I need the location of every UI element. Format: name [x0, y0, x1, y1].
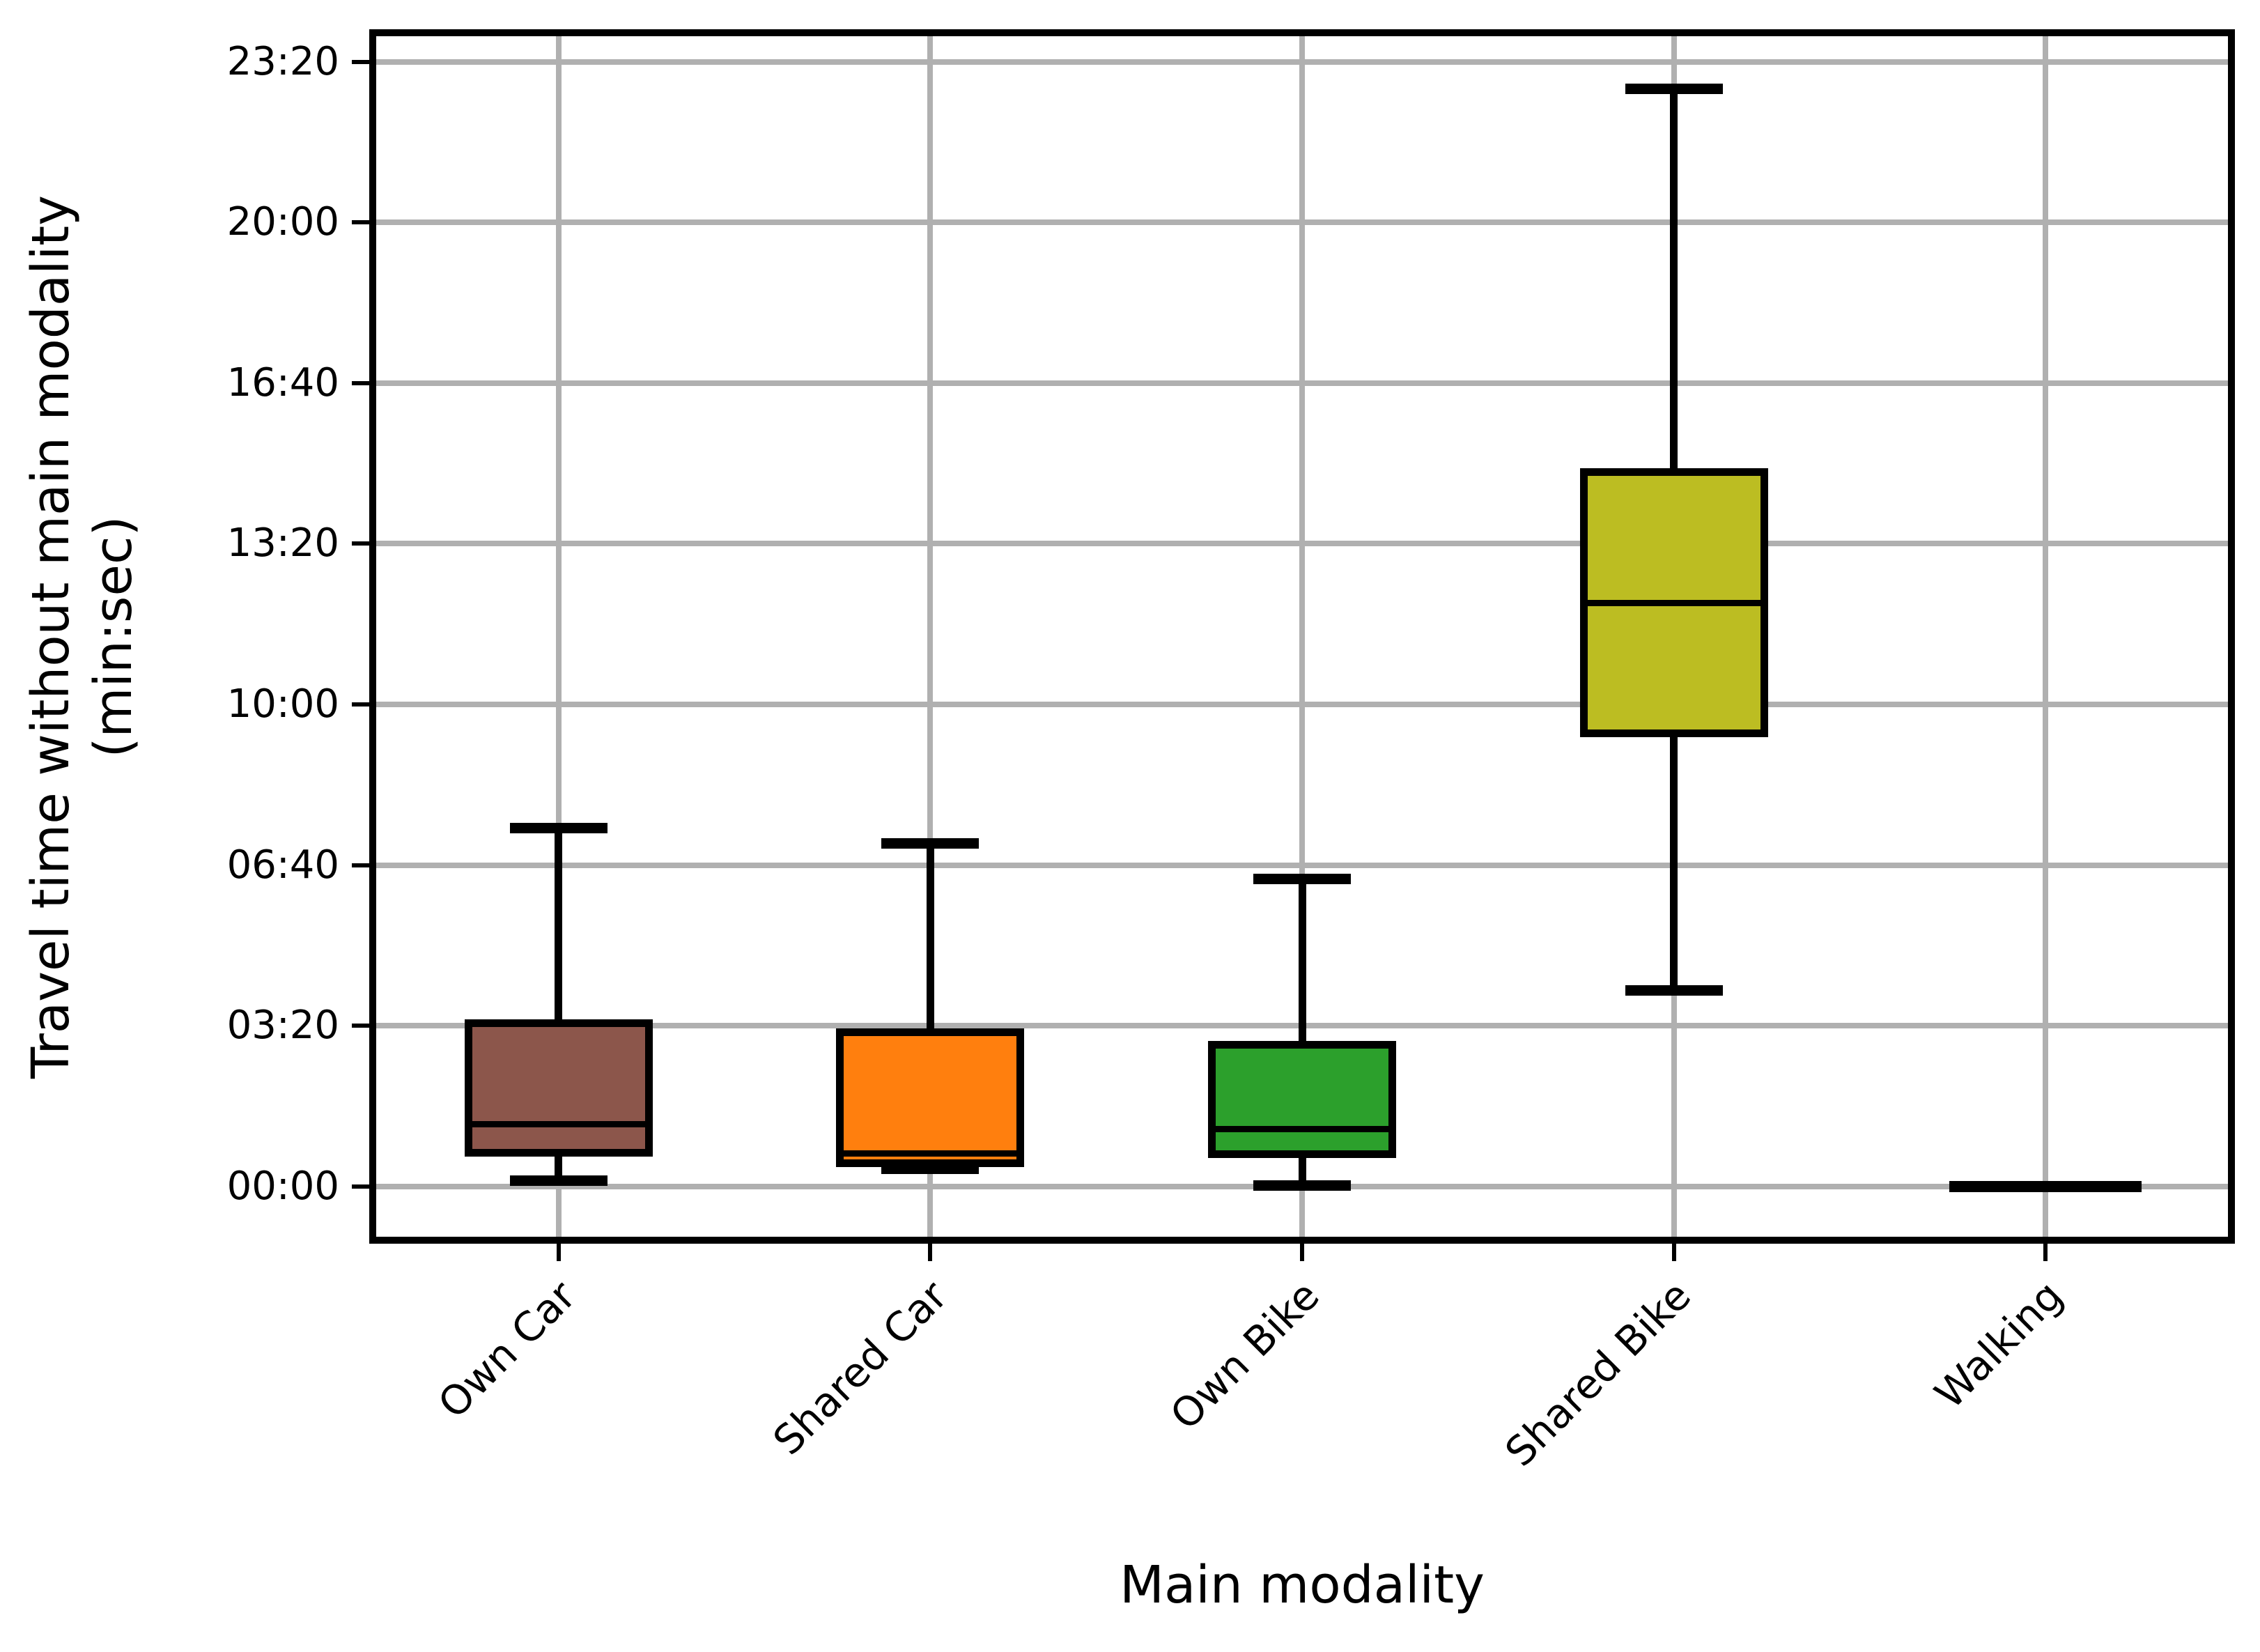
y-tick-label: 00:00: [226, 1163, 339, 1209]
x-tick: [1671, 1240, 1676, 1261]
x-tick: [556, 1240, 561, 1261]
y-tick: [352, 380, 373, 385]
y-tick-label: 13:20: [226, 520, 339, 566]
x-tick: [928, 1240, 933, 1261]
v-gridline: [927, 33, 934, 1240]
y-tick-label: 20:00: [226, 199, 339, 245]
y-tick-label: 10:00: [226, 681, 339, 727]
y-tick: [352, 541, 373, 546]
x-tick-label-own-bike: Own Bike: [1161, 1272, 1329, 1439]
y-tick: [352, 1024, 373, 1028]
whisker-upper-shared-car: [926, 843, 934, 1033]
x-tick-label-own-car: Own Car: [428, 1272, 585, 1428]
whisker-cap-upper-own-car: [509, 822, 607, 833]
box-own-car: [464, 1019, 653, 1157]
x-axis-label: Main modality: [1120, 1555, 1485, 1615]
x-tick-label-shared-car: Shared Car: [764, 1272, 957, 1465]
whisker-cap-upper-own-bike: [1253, 873, 1351, 884]
box-own-bike: [1208, 1041, 1396, 1159]
y-axis-label-line2: (min:sec): [84, 516, 144, 757]
whisker-upper-own-bike: [1298, 879, 1306, 1045]
y-tick: [352, 702, 373, 707]
whisker-lower-own-bike: [1298, 1154, 1306, 1186]
v-gridline: [2043, 33, 2049, 1240]
y-tick-label: 03:20: [226, 1003, 339, 1049]
x-tick: [2043, 1240, 2048, 1261]
whisker-cap-upper-shared-car: [881, 837, 980, 849]
y-tick-label: 06:40: [226, 842, 339, 888]
whisker-upper-shared-bike: [1670, 88, 1678, 472]
v-gridline: [555, 33, 562, 1240]
y-axis-label-line1: Travel time without main modality: [21, 194, 81, 1079]
flat-box-walking: [1949, 1180, 2142, 1192]
y-axis-label: Travel time without main modality (min:s…: [13, 33, 152, 1240]
median-line-shared-car: [844, 1150, 1017, 1157]
x-tick-label-walking: Walking: [1925, 1272, 2072, 1418]
median-line-own-car: [472, 1121, 645, 1128]
y-tick: [352, 863, 373, 867]
y-tick: [352, 59, 373, 64]
whisker-lower-own-car: [555, 1152, 563, 1181]
median-line-shared-bike: [1587, 600, 1760, 607]
whisker-upper-own-car: [555, 828, 563, 1024]
whisker-lower-shared-bike: [1670, 733, 1678, 991]
x-tick: [1300, 1240, 1304, 1261]
y-tick-label: 16:40: [226, 360, 339, 406]
y-tick-label: 23:20: [226, 38, 339, 84]
box-shared-car: [836, 1028, 1025, 1167]
y-tick: [352, 220, 373, 225]
axes-frame: [369, 29, 2235, 1244]
median-line-own-bike: [1216, 1126, 1388, 1133]
whisker-cap-lower-shared-bike: [1625, 985, 1723, 996]
whisker-cap-lower-own-bike: [1253, 1180, 1351, 1191]
y-tick: [352, 1184, 373, 1189]
v-gridline: [1299, 33, 1305, 1240]
whisker-cap-lower-own-car: [509, 1175, 607, 1187]
whisker-cap-upper-shared-bike: [1625, 84, 1723, 95]
x-tick-label-shared-bike: Shared Bike: [1496, 1272, 1700, 1476]
